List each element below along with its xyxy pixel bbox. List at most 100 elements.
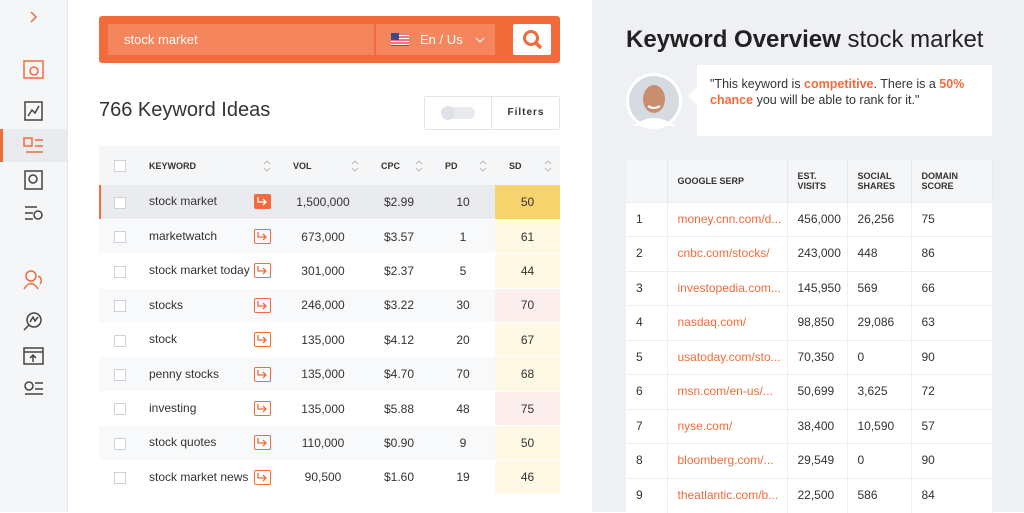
keyword-cell: penny stocks — [139, 356, 279, 392]
quote-emphasis: competitive — [804, 77, 874, 91]
keyword-cell: stock market news — [139, 460, 279, 496]
expand-icon[interactable] — [30, 11, 38, 23]
serp-url[interactable]: money.cnn.com/d... — [667, 201, 788, 237]
checkbox[interactable] — [114, 334, 126, 347]
social-shares: 29,086 — [847, 305, 912, 340]
metric-value: $3.22 — [383, 298, 415, 313]
open-button[interactable] — [254, 229, 271, 245]
sort-icon[interactable] — [415, 160, 423, 174]
checkbox[interactable] — [114, 300, 126, 313]
serp-row: 6 msn.com/en-us/... 50,699 3,625 72 — [626, 374, 993, 409]
nav-icon[interactable] — [23, 137, 33, 147]
metric-cell: 75 — [495, 391, 560, 427]
serp-url[interactable]: nyse.com/ — [667, 408, 788, 444]
checkbox-cell — [99, 356, 139, 392]
metric-cell: $3.22 — [367, 288, 431, 324]
metric-value: $3.57 — [383, 229, 415, 244]
checkbox[interactable] — [114, 437, 126, 450]
open-button[interactable] — [254, 366, 271, 382]
metric-cell: $4.70 — [367, 356, 431, 392]
keyword-cell: investing — [139, 391, 279, 427]
metric-cell: 110,000 — [279, 425, 367, 461]
keyword[interactable]: stock market today — [149, 263, 250, 278]
open-button[interactable] — [254, 194, 271, 210]
metric-cell: $2.99 — [367, 185, 431, 220]
sort-icon[interactable] — [263, 160, 271, 174]
keyword[interactable]: marketwatch — [149, 229, 218, 244]
toggle[interactable] — [441, 106, 475, 120]
keyword-row: penny stocks 135,000 $4.70 70 68 — [99, 356, 560, 392]
keyword[interactable]: investing — [149, 401, 197, 416]
open-button[interactable] — [254, 263, 271, 279]
keyword[interactable]: stocks — [149, 297, 184, 312]
serp-url[interactable]: cnbc.com/stocks/ — [667, 236, 788, 271]
metric-cell: 70 — [431, 356, 495, 392]
keyword[interactable]: stock — [149, 332, 178, 347]
sidebar-icons — [0, 11, 67, 395]
nav-icon[interactable] — [26, 312, 42, 328]
nav-icon[interactable] — [24, 101, 43, 121]
metric-value: $5.88 — [383, 401, 415, 416]
metric-value: 48 — [456, 401, 470, 416]
open-button[interactable] — [254, 435, 271, 451]
metric-value: 20 — [456, 332, 470, 347]
keyword-row: investing 135,000 $5.88 48 75 — [99, 391, 560, 427]
keyword[interactable]: penny stocks — [149, 366, 220, 381]
est-visits: 456,000 — [787, 201, 848, 237]
nav-icon[interactable] — [23, 60, 44, 79]
sort-icon[interactable] — [479, 160, 487, 174]
serp-url[interactable]: bloomberg.com/... — [667, 443, 788, 478]
checkbox-cell — [99, 391, 139, 427]
locale-select[interactable]: En / Us — [376, 24, 495, 55]
quote-text: . There is a — [873, 77, 940, 91]
serp-row: 7 nyse.com/38,400 10,590 57 — [626, 408, 993, 444]
serp-url[interactable]: theatlantic.com/b... — [667, 477, 788, 513]
keyword[interactable]: stock market news — [149, 469, 249, 484]
nav-icon[interactable] — [24, 381, 34, 391]
nav-icon[interactable] — [24, 170, 43, 190]
keyword[interactable]: stock quotes — [149, 435, 217, 450]
est-visits: 50,699 — [787, 374, 848, 409]
metric-value: 61 — [520, 229, 535, 244]
checkbox-cell — [99, 288, 139, 324]
open-button[interactable] — [254, 297, 271, 313]
checkbox[interactable] — [114, 472, 126, 485]
est-visits: 22,500 — [787, 477, 848, 513]
metric-value: 10 — [456, 194, 470, 209]
checkbox[interactable] — [114, 265, 126, 278]
serp-url[interactable]: usatoday.com/sto... — [667, 339, 788, 375]
keyword-table: KEYWORD VOL CPC PD SD stock market 1,500,000 $… — [99, 146, 560, 496]
sort-icon[interactable] — [351, 160, 359, 174]
serp-url[interactable]: msn.com/en-us/... — [667, 374, 788, 409]
metric-value: 1 — [459, 229, 467, 244]
nav-icon[interactable] — [25, 206, 37, 220]
sort-icon[interactable] — [544, 160, 552, 174]
checkbox[interactable] — [114, 231, 126, 244]
checkbox[interactable] — [114, 403, 126, 416]
metric-cell: 20 — [431, 322, 495, 358]
keyword[interactable]: stock market — [149, 194, 218, 209]
open-button[interactable] — [254, 469, 271, 485]
filter-bar: Filters — [424, 96, 560, 130]
sidebar — [0, 0, 68, 512]
metric-value: $4.12 — [383, 332, 415, 347]
serp-row: 5 usatoday.com/sto... 70,350 0 90 — [626, 339, 993, 375]
metric-value: 135,000 — [301, 367, 345, 382]
checkbox[interactable] — [114, 196, 126, 209]
open-button[interactable] — [254, 332, 271, 348]
serp-url[interactable]: nasdaq.com/ — [667, 305, 788, 340]
est-visits: 29,549 — [787, 443, 848, 478]
social-shares: 10,590 — [847, 408, 912, 444]
est-visits: 98,850 — [787, 305, 848, 340]
search-input[interactable]: stock market — [108, 24, 374, 55]
filters-button[interactable]: Filters — [491, 97, 560, 129]
metric-cell: $2.37 — [367, 253, 431, 289]
nav-icon[interactable] — [25, 270, 37, 282]
checkbox[interactable] — [114, 368, 126, 381]
search-button[interactable] — [513, 24, 551, 55]
nav-icon[interactable] — [23, 347, 44, 365]
metric-cell: 90,500 — [279, 460, 367, 496]
checkbox-cell — [99, 425, 139, 461]
serp-url[interactable]: investopedia.com... — [667, 270, 788, 306]
open-button[interactable] — [254, 401, 271, 417]
